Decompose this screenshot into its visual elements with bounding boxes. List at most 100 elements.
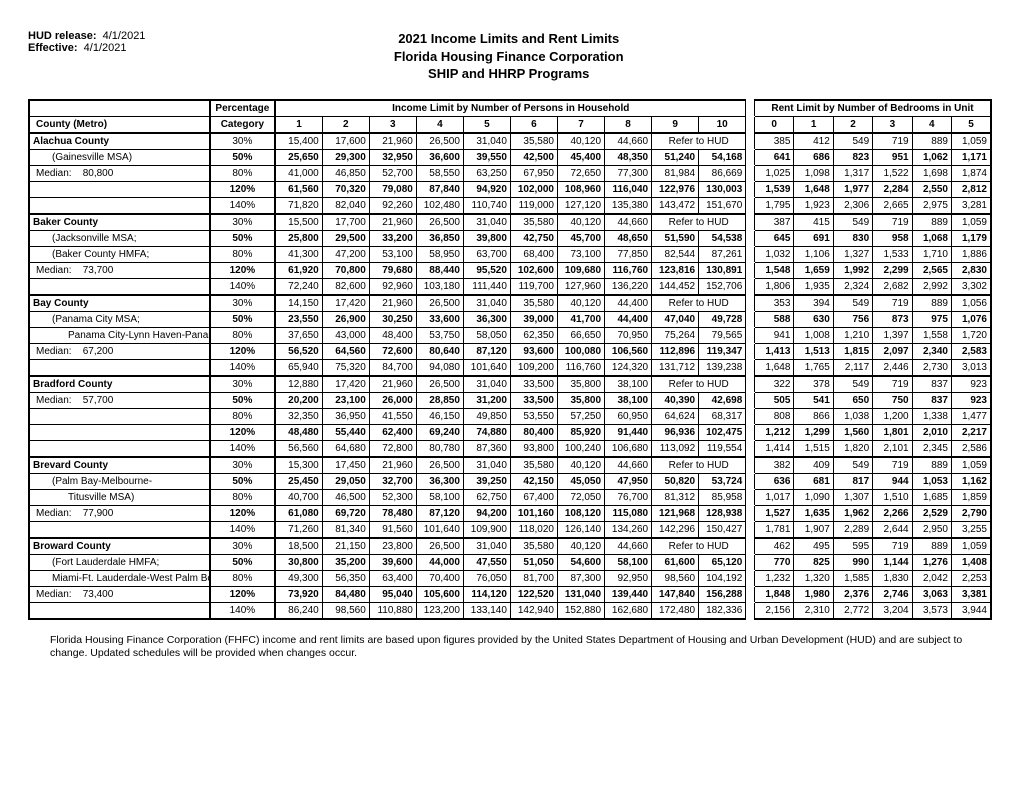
income-cell: 86,669	[699, 165, 746, 181]
income-cell: 78,480	[369, 505, 416, 521]
rent-cell: 462	[755, 538, 794, 555]
income-cell: 102,600	[510, 262, 557, 278]
income-cell: 84,700	[369, 359, 416, 376]
income-cell: 142,940	[510, 602, 557, 619]
income-cell: 80,780	[416, 440, 463, 457]
table-row: (Gainesville MSA)50%25,65029,30032,95036…	[29, 149, 991, 165]
income-cell: 41,550	[369, 408, 416, 424]
income-cell: 74,880	[463, 424, 510, 440]
th-p4: 4	[416, 116, 463, 133]
income-cell: 126,140	[557, 521, 604, 538]
table-row: 140%72,24082,60092,960103,180111,440119,…	[29, 278, 991, 295]
income-cell: 92,260	[369, 197, 416, 214]
category-cell: 50%	[210, 149, 276, 165]
table-row: Median: 80,80080%41,00046,85052,70058,55…	[29, 165, 991, 181]
th-category: Category	[210, 116, 276, 133]
income-cell: 58,050	[463, 327, 510, 343]
gap-cell	[746, 149, 755, 165]
income-cell: 69,240	[416, 424, 463, 440]
income-cell: 35,580	[510, 295, 557, 312]
income-cell: 152,706	[699, 278, 746, 295]
rent-cell: 1,815	[833, 343, 872, 359]
gap-cell	[746, 586, 755, 602]
gap-cell	[746, 262, 755, 278]
income-cell: 26,500	[416, 295, 463, 312]
rent-cell: 681	[794, 473, 833, 489]
income-cell: 58,950	[416, 246, 463, 262]
income-cell: 106,680	[605, 440, 652, 457]
income-cell: 71,820	[275, 197, 322, 214]
rent-cell: 889	[912, 538, 951, 555]
income-cell: 80,400	[510, 424, 557, 440]
header-left: HUD release: 4/1/2021 Effective: 4/1/202…	[28, 30, 145, 83]
rent-cell: 1,025	[755, 165, 794, 181]
income-cell: 102,480	[416, 197, 463, 214]
rent-cell: 1,533	[873, 246, 912, 262]
income-cell: 26,500	[416, 376, 463, 393]
income-cell: 32,700	[369, 473, 416, 489]
gap-cell	[746, 214, 755, 231]
income-cell: 182,336	[699, 602, 746, 619]
income-cell: 72,650	[557, 165, 604, 181]
income-cell: 42,698	[699, 392, 746, 408]
category-cell: 140%	[210, 602, 276, 619]
income-cell: 64,624	[652, 408, 699, 424]
income-cell: 68,400	[510, 246, 557, 262]
income-cell: 39,800	[463, 230, 510, 246]
income-cell: 49,850	[463, 408, 510, 424]
rent-cell: 1,698	[912, 165, 951, 181]
table-row: 140%86,24098,560110,880123,200133,140142…	[29, 602, 991, 619]
rent-cell: 3,944	[951, 602, 991, 619]
category-cell: 120%	[210, 343, 276, 359]
rent-cell: 3,204	[873, 602, 912, 619]
income-cell: 52,700	[369, 165, 416, 181]
income-cell: 50,820	[652, 473, 699, 489]
income-cell: 112,896	[652, 343, 699, 359]
rent-cell: 1,017	[755, 489, 794, 505]
rent-cell: 2,266	[873, 505, 912, 521]
category-cell: 80%	[210, 570, 276, 586]
category-cell: 50%	[210, 473, 276, 489]
hud-release-value: 4/1/2021	[103, 30, 146, 42]
rent-cell: 923	[951, 376, 991, 393]
rent-cell: 495	[794, 538, 833, 555]
rent-cell: 2,010	[912, 424, 951, 440]
rent-cell: 1,477	[951, 408, 991, 424]
table-row: (Fort Lauderdale HMFA;50%30,80035,20039,…	[29, 554, 991, 570]
rent-cell: 2,730	[912, 359, 951, 376]
rent-cell: 2,324	[833, 278, 872, 295]
income-cell: 70,400	[416, 570, 463, 586]
income-cell: 65,940	[275, 359, 322, 376]
income-cell: 134,260	[605, 521, 652, 538]
table-row: (Palm Bay-Melbourne-50%25,45029,05032,70…	[29, 473, 991, 489]
rent-cell: 691	[794, 230, 833, 246]
rent-cell: 990	[833, 554, 872, 570]
rent-cell: 1,801	[873, 424, 912, 440]
county-label-cell: Bradford County	[29, 376, 210, 393]
rent-cell: 1,659	[794, 262, 833, 278]
category-cell: 30%	[210, 457, 276, 474]
county-label-cell: Median: 73,700	[29, 262, 210, 278]
rent-cell: 549	[833, 214, 872, 231]
county-label-cell	[29, 197, 210, 214]
county-label-cell: Bay County	[29, 295, 210, 312]
county-label-cell: (Jacksonville MSA;	[29, 230, 210, 246]
income-cell: 111,440	[463, 278, 510, 295]
rent-cell: 866	[794, 408, 833, 424]
county-label-cell: Broward County	[29, 538, 210, 555]
income-cell: 36,300	[463, 311, 510, 327]
income-cell: 42,150	[510, 473, 557, 489]
income-cell: 88,440	[416, 262, 463, 278]
table-row: 80%32,35036,95041,55046,15049,85053,5505…	[29, 408, 991, 424]
income-cell: 109,900	[463, 521, 510, 538]
effective-label: Effective:	[28, 42, 78, 54]
table-row: Median: 73,400120%73,92084,48095,040105,…	[29, 586, 991, 602]
income-cell: 80,640	[416, 343, 463, 359]
income-cell: 114,120	[463, 586, 510, 602]
rent-cell: 1,830	[873, 570, 912, 586]
rent-cell: 1,276	[912, 554, 951, 570]
rent-cell: 3,573	[912, 602, 951, 619]
rent-cell: 1,317	[833, 165, 872, 181]
income-cell: 58,100	[416, 489, 463, 505]
table-row: 120%48,48055,44062,40069,24074,88080,400…	[29, 424, 991, 440]
